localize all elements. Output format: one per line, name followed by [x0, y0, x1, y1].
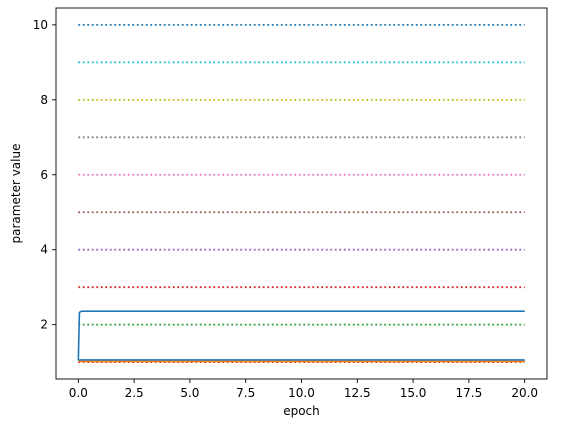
y-axis: 2 4 6 8 10 — [33, 18, 56, 332]
plot-frame — [55, 7, 548, 380]
y-tick-label: 10 — [33, 18, 48, 32]
x-tick-label: 17.5 — [456, 386, 483, 400]
y-tick-label: 6 — [40, 168, 48, 182]
y-tick-label: 4 — [40, 243, 48, 257]
x-axis-label: epoch — [283, 404, 320, 418]
x-axis: 0.0 2.5 5.0 7.5 10.0 12.5 15.0 17.5 20.0 — [69, 379, 538, 400]
x-tick-label: 12.5 — [344, 386, 371, 400]
y-tick-label: 8 — [40, 93, 48, 107]
x-tick-label: 20.0 — [511, 386, 538, 400]
series-line-13 — [77, 310, 525, 361]
series-layer — [77, 23, 525, 364]
x-tick-label: 7.5 — [236, 386, 255, 400]
y-axis-label: parameter value — [9, 144, 23, 244]
x-tick-label: 15.0 — [400, 386, 427, 400]
x-tick-label: 0.0 — [69, 386, 88, 400]
x-tick-label: 10.0 — [288, 386, 315, 400]
x-tick-label: 5.0 — [180, 386, 199, 400]
y-tick-label: 2 — [40, 318, 48, 332]
x-tick-label: 2.5 — [125, 386, 144, 400]
